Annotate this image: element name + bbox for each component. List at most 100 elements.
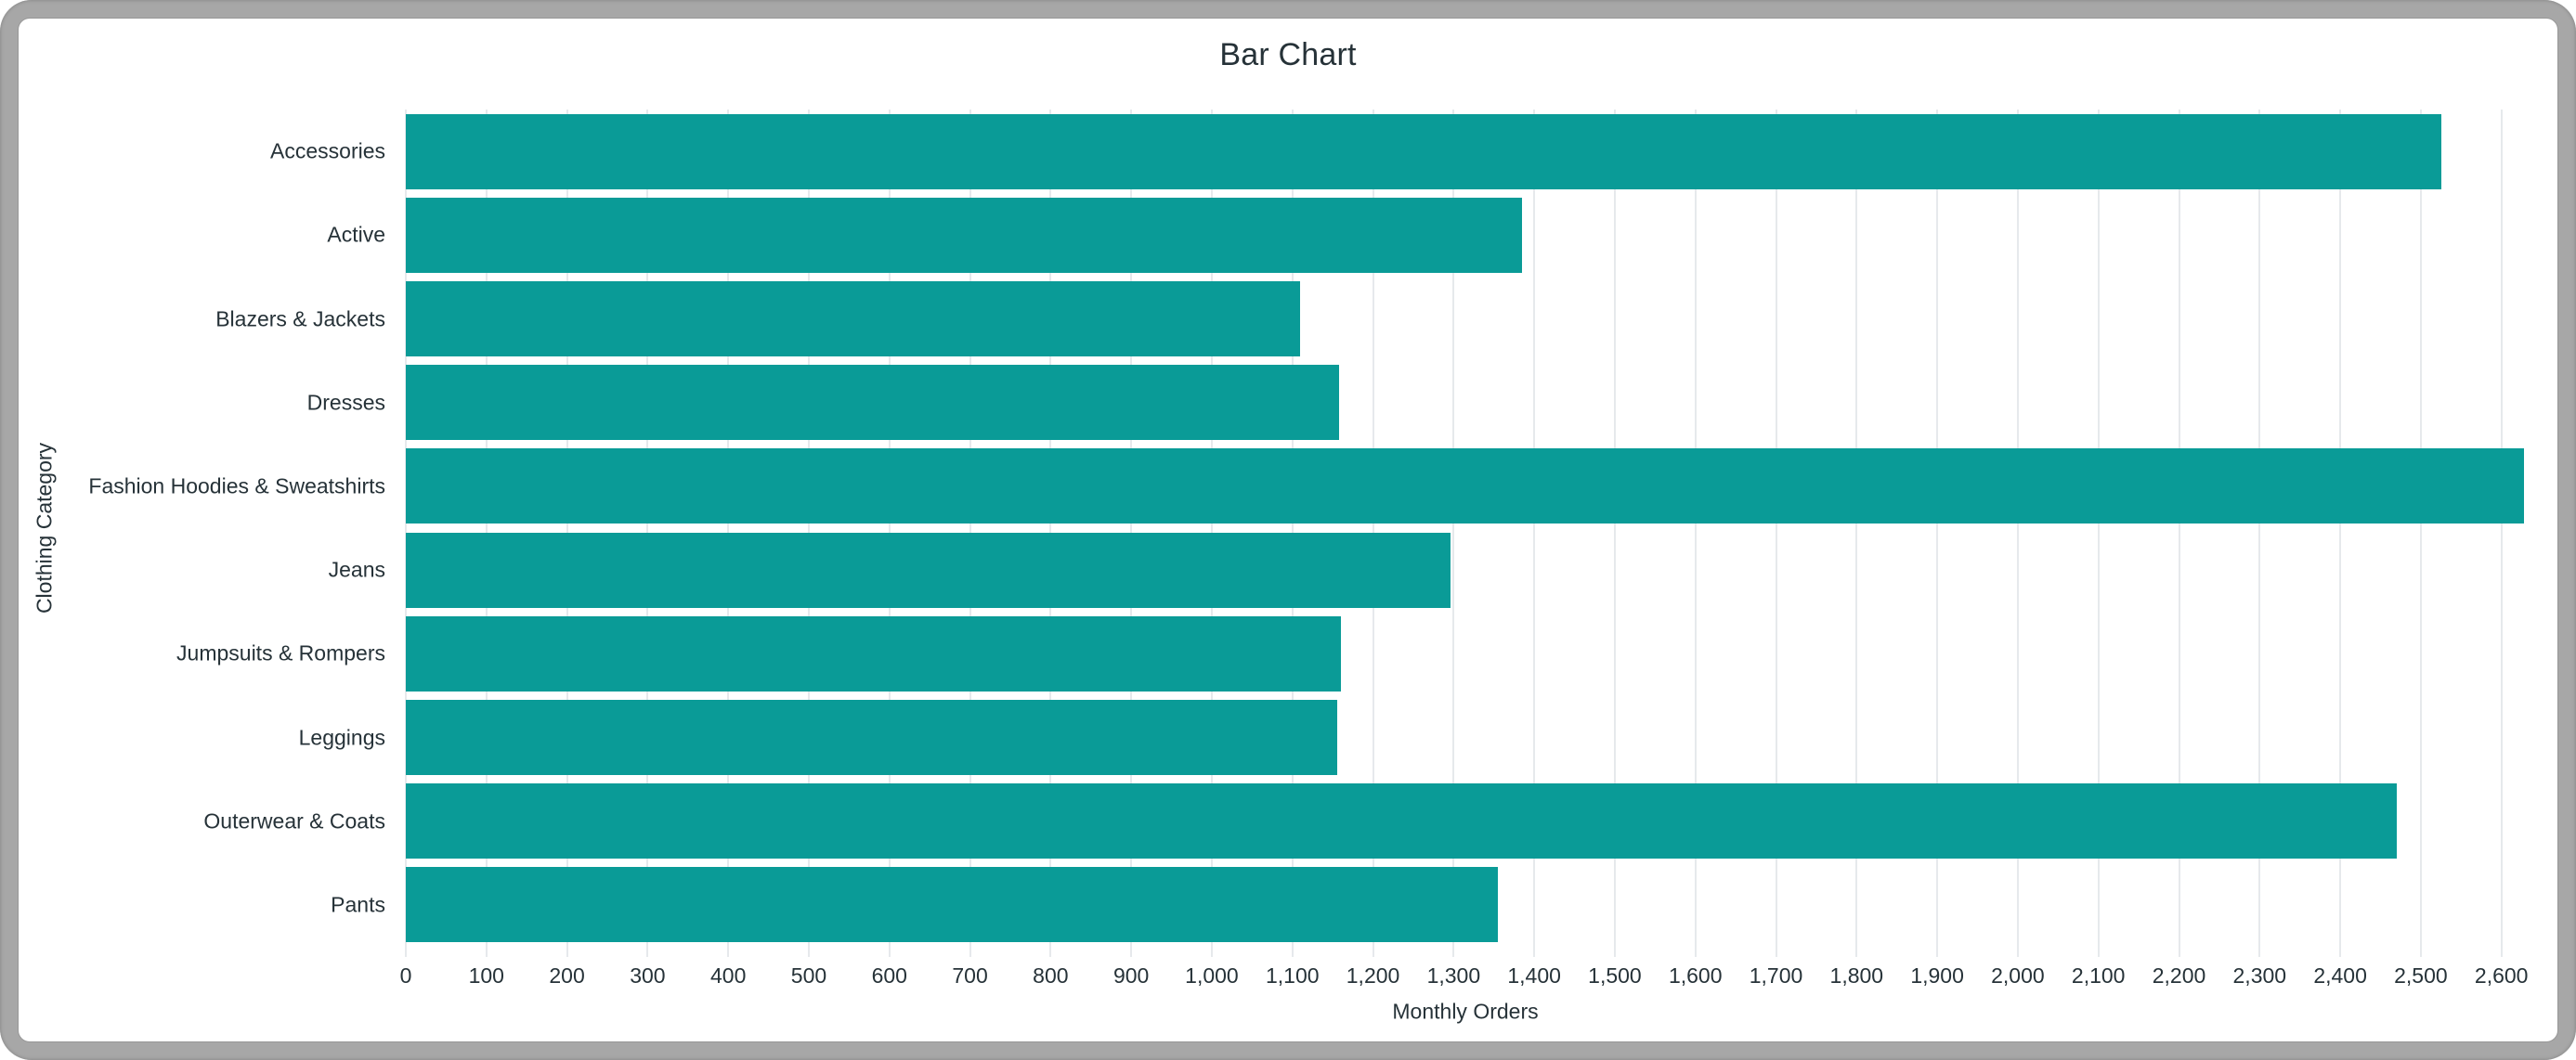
- x-tick-label: 600: [871, 963, 907, 988]
- gridline: [485, 110, 488, 947]
- x-tick-label: 1,200: [1346, 963, 1400, 988]
- tick-mark: [2016, 947, 2019, 957]
- tick-mark: [1936, 947, 1939, 957]
- gridline: [1533, 110, 1536, 947]
- tick-mark: [727, 947, 730, 957]
- gridline: [1210, 110, 1213, 947]
- category-label: Fashion Hoodies & Sweatshirts: [88, 473, 385, 498]
- tick-mark: [2097, 947, 2100, 957]
- chart-canvas: Bar Chart Clothing Category Monthly Orde…: [19, 19, 2557, 1041]
- gridline: [2339, 110, 2342, 947]
- x-axis-title: Monthly Orders: [1392, 999, 1539, 1024]
- x-tick-label: 1,300: [1426, 963, 1481, 988]
- gridline: [566, 110, 568, 947]
- gridline: [727, 110, 730, 947]
- tick-mark: [485, 947, 488, 957]
- gridline: [2258, 110, 2261, 947]
- gridline: [1936, 110, 1939, 947]
- bar-pants: [406, 867, 1499, 943]
- x-tick-label: 2,100: [2071, 963, 2126, 988]
- bar-active: [406, 197, 1523, 273]
- category-label: Pants: [331, 892, 385, 917]
- gridline: [2016, 110, 2019, 947]
- gridline: [646, 110, 649, 947]
- tick-mark: [1291, 947, 1294, 957]
- x-tick-label: 1,800: [1829, 963, 1884, 988]
- category-label: Leggings: [298, 725, 385, 749]
- gridline: [807, 110, 810, 947]
- gridline: [2178, 110, 2180, 947]
- tick-mark: [1855, 947, 1858, 957]
- gridline: [1855, 110, 1858, 947]
- tick-mark: [1130, 947, 1133, 957]
- gridline: [1049, 110, 1052, 947]
- gridline: [2500, 110, 2503, 947]
- bar-leggings: [406, 699, 1338, 776]
- x-tick-label: 1,000: [1185, 963, 1239, 988]
- tick-mark: [2339, 947, 2342, 957]
- tick-mark: [646, 947, 649, 957]
- tick-mark: [888, 947, 891, 957]
- bar-accessories: [406, 113, 2441, 189]
- x-tick-label: 500: [790, 963, 827, 988]
- tick-mark: [1775, 947, 1777, 957]
- x-tick-label: 1,400: [1507, 963, 1561, 988]
- bar-dresses: [406, 365, 1340, 441]
- gridline: [1452, 110, 1455, 947]
- x-tick-label: 2,200: [2152, 963, 2206, 988]
- gridline: [405, 110, 407, 947]
- gridline: [888, 110, 891, 947]
- x-tick-label: 2,300: [2232, 963, 2287, 988]
- category-label: Jumpsuits & Rompers: [176, 640, 385, 666]
- tick-mark: [969, 947, 971, 957]
- chart-title: Bar Chart: [1219, 37, 1357, 72]
- gridline: [969, 110, 971, 947]
- tick-mark: [1613, 947, 1616, 957]
- x-tick-label: 300: [630, 963, 666, 988]
- bar-blazers-jackets: [406, 280, 1301, 357]
- x-tick-label: 700: [952, 963, 988, 988]
- bar-jeans: [406, 532, 1451, 608]
- x-tick-label: 400: [709, 963, 747, 988]
- category-label: Outerwear & Coats: [203, 808, 385, 834]
- y-axis-title: Clothing Category: [32, 442, 57, 614]
- tick-mark: [2258, 947, 2261, 957]
- tick-mark: [2419, 947, 2422, 957]
- bar-jumpsuits-rompers: [406, 615, 1341, 692]
- category-label: Active: [327, 222, 385, 247]
- gridline: [2097, 110, 2100, 947]
- tick-mark: [566, 947, 568, 957]
- tick-mark: [1372, 947, 1374, 957]
- bar-fashion-hoodies-sweatshirts: [406, 448, 2524, 524]
- gridline: [1130, 110, 1133, 947]
- x-tick-label: 2,400: [2313, 963, 2367, 988]
- tick-mark: [807, 947, 810, 957]
- tick-mark: [1049, 947, 1052, 957]
- tick-mark: [1210, 947, 1213, 957]
- tick-mark: [1533, 947, 1536, 957]
- x-tick-label: 800: [1033, 963, 1069, 988]
- tick-mark: [1694, 947, 1697, 957]
- x-tick-label: 1,500: [1588, 963, 1642, 988]
- tick-mark: [405, 947, 407, 957]
- tick-mark: [2500, 947, 2503, 957]
- gridline: [1291, 110, 1294, 947]
- tick-mark: [2178, 947, 2180, 957]
- x-tick-label: 200: [549, 963, 585, 988]
- x-tick-label: 100: [468, 963, 504, 988]
- category-label: Blazers & Jackets: [215, 306, 385, 330]
- category-label: Accessories: [270, 138, 385, 163]
- x-tick-label: 2,500: [2394, 963, 2448, 988]
- bar-outerwear-coats: [406, 783, 2397, 860]
- category-label: Dresses: [306, 390, 385, 415]
- x-tick-label: 1,900: [1910, 963, 1964, 988]
- x-tick-label: 1,100: [1265, 963, 1320, 988]
- gridline: [1613, 110, 1616, 947]
- gridline: [1372, 110, 1374, 947]
- gridline: [1775, 110, 1777, 947]
- category-label: Jeans: [328, 557, 385, 582]
- x-tick-label: 0: [399, 963, 412, 988]
- x-tick-label: 1,700: [1749, 963, 1803, 988]
